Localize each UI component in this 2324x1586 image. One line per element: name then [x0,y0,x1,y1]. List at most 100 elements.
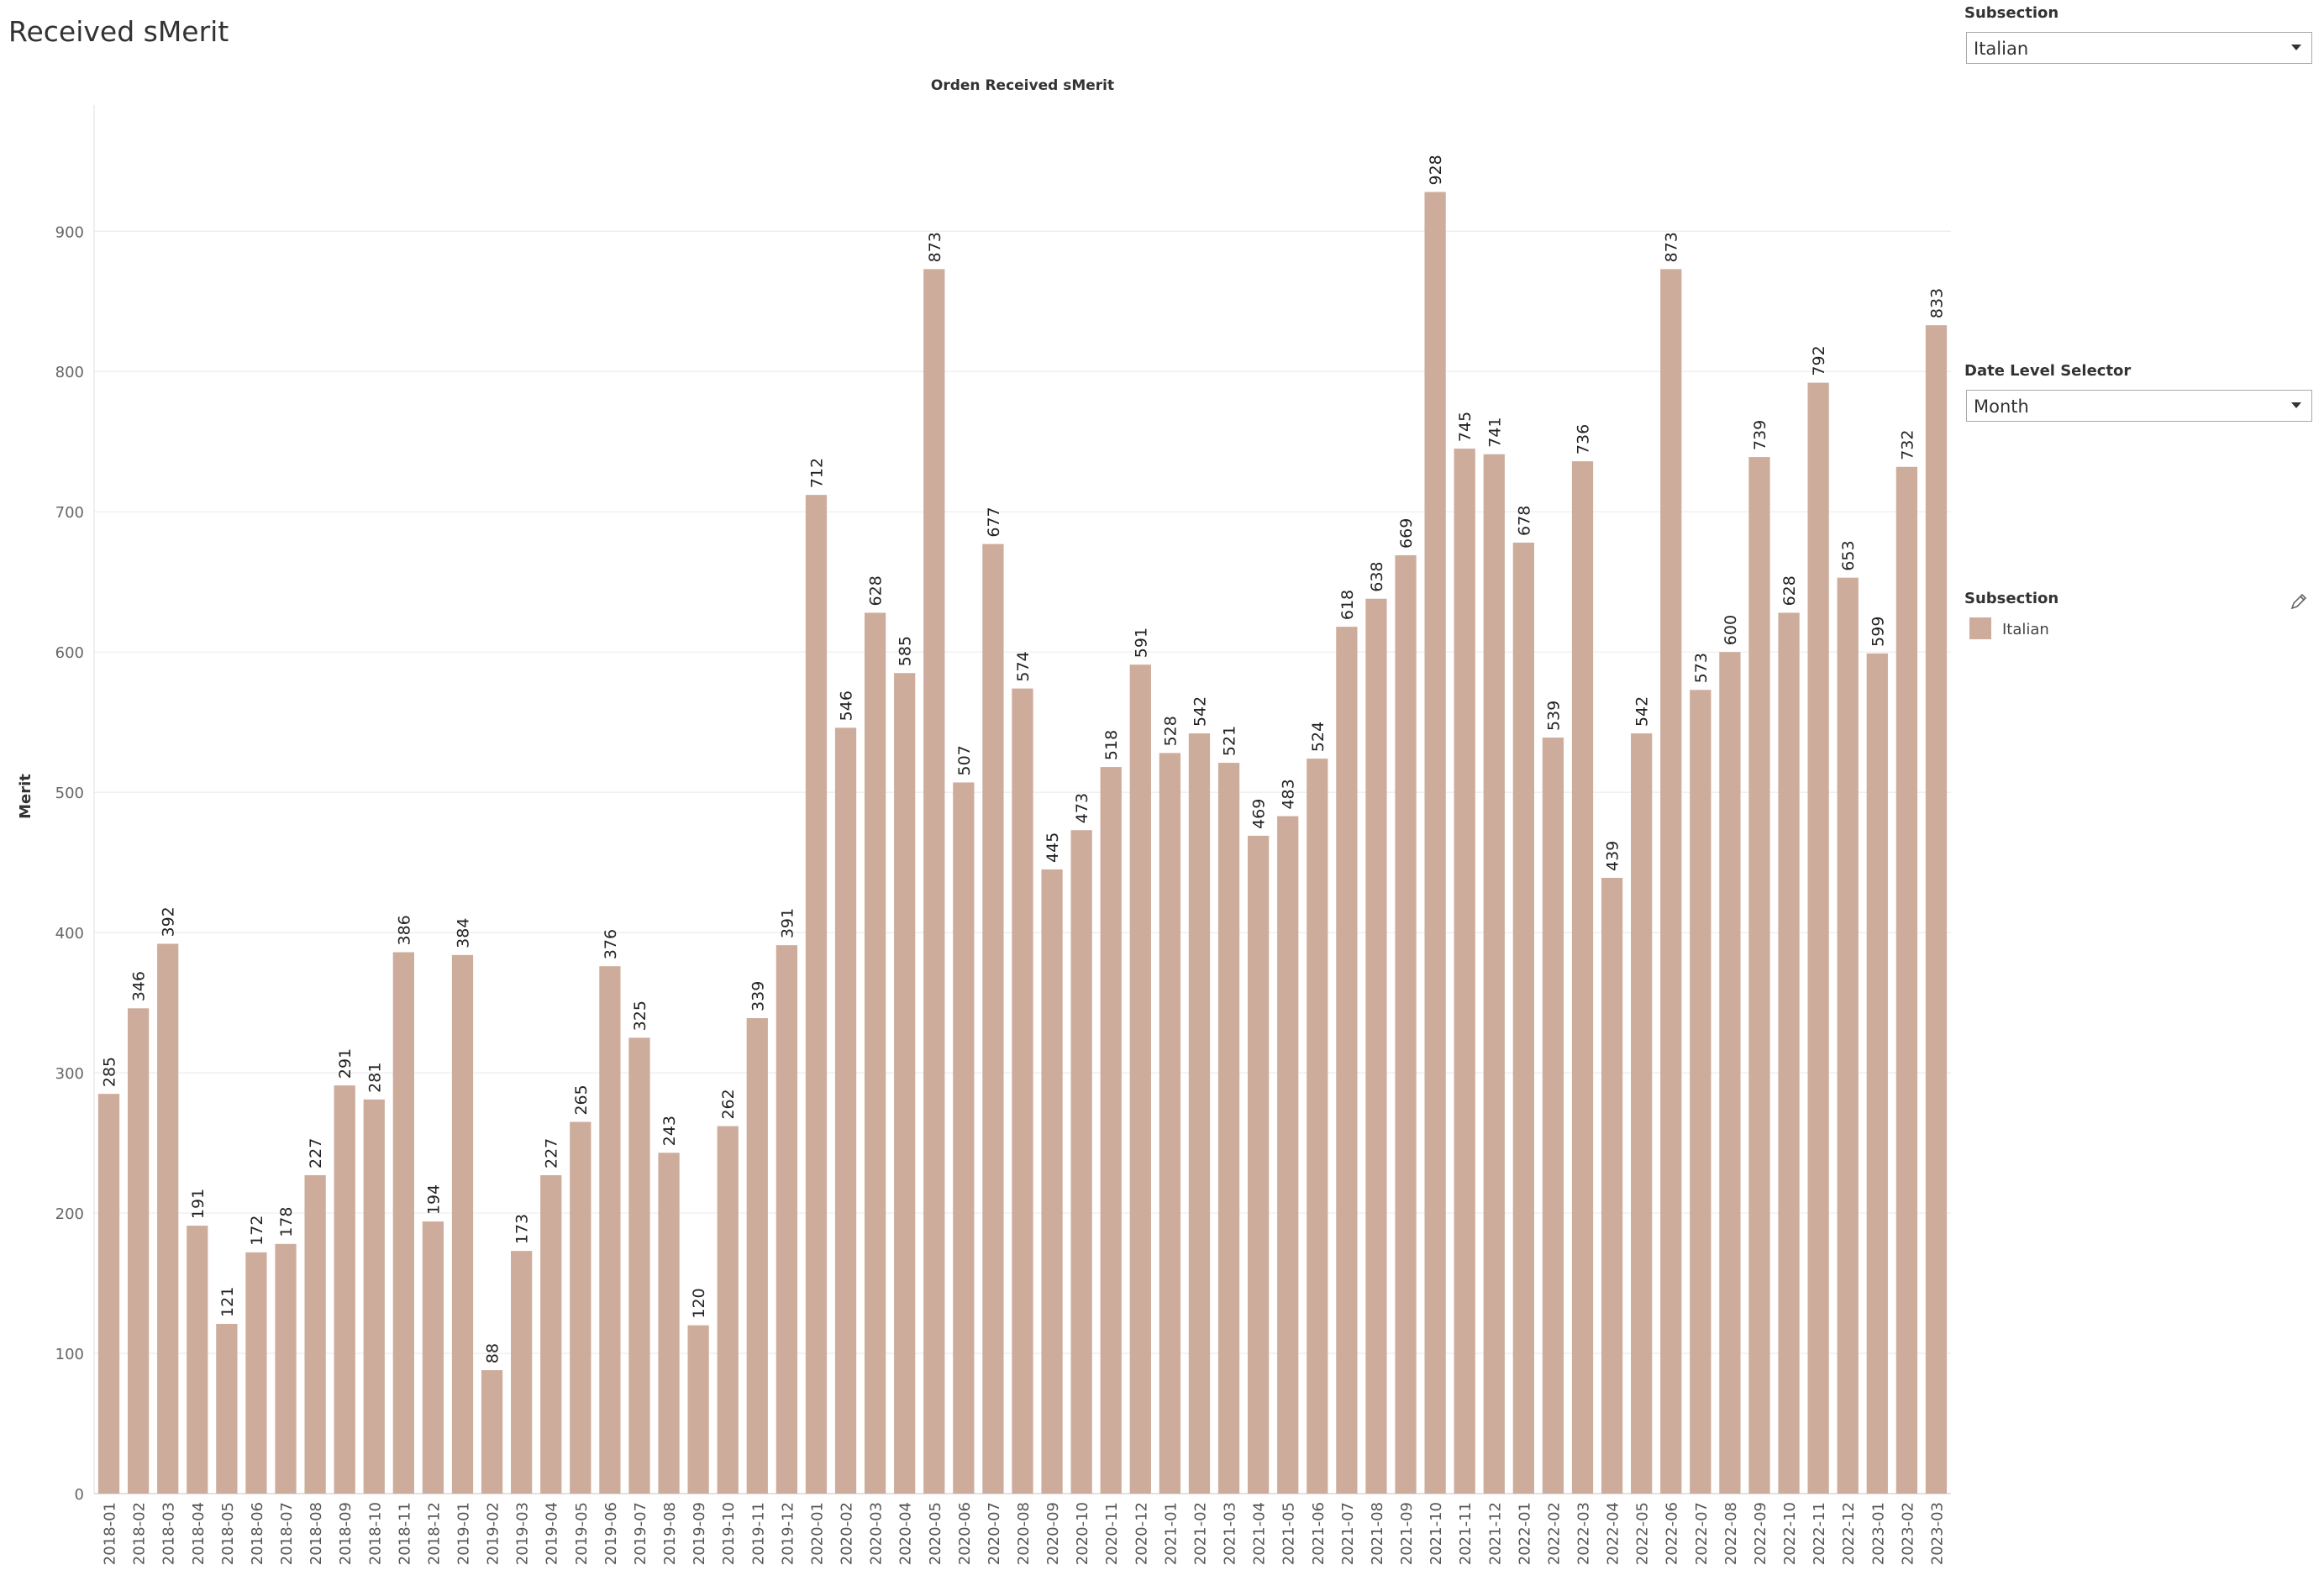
bar [1159,753,1181,1494]
bar [1129,664,1151,1494]
bar [717,1126,739,1494]
bar [1100,767,1122,1494]
data-label: 678 [1515,506,1533,536]
y-tick-label: 300 [55,1065,84,1083]
x-tick-label: 2019-05 [573,1502,591,1565]
data-label: 281 [365,1063,384,1093]
bar [658,1153,680,1494]
data-label: 542 [1191,696,1209,727]
bar [1895,466,1918,1494]
data-label: 521 [1221,726,1239,756]
data-label: 638 [1368,561,1386,591]
x-tick-label: 2018-01 [102,1502,119,1565]
x-tick-label: 2021-08 [1369,1502,1386,1565]
x-tick-label: 2021-02 [1191,1502,1209,1565]
data-label: 469 [1250,799,1269,829]
data-label: 262 [719,1089,738,1119]
x-tick-label: 2022-04 [1605,1502,1622,1565]
x-tick-label: 2021-12 [1486,1502,1504,1565]
data-label: 591 [1132,628,1150,658]
data-label: 507 [955,745,974,775]
data-label: 265 [572,1084,591,1115]
data-label: 628 [867,575,886,606]
bar [1248,835,1270,1494]
bar [776,945,797,1494]
x-tick-label: 2019-04 [544,1502,561,1565]
bar [894,673,916,1494]
x-tick-label: 2019-10 [720,1502,738,1565]
y-tick-label: 200 [55,1205,84,1223]
data-label: 172 [248,1216,266,1246]
bar [157,943,179,1494]
bar [304,1174,326,1494]
y-tick-label: 400 [55,925,84,943]
data-label: 739 [1751,420,1769,450]
x-tick-label: 2019-01 [455,1502,472,1565]
data-label: 173 [513,1214,532,1244]
x-tick-label: 2020-07 [986,1502,1003,1565]
bar [1660,269,1682,1494]
x-tick-label: 2020-12 [1133,1502,1150,1565]
data-label: 732 [1898,430,1917,460]
pencil-icon[interactable] [2289,591,2309,612]
data-label: 928 [1427,155,1445,185]
data-label: 439 [1604,841,1622,871]
data-label: 873 [1663,232,1681,262]
x-tick-label: 2018-10 [366,1502,384,1565]
data-label: 191 [189,1189,208,1219]
x-tick-label: 2021-09 [1398,1502,1416,1565]
data-label: 178 [277,1207,296,1237]
bar [1542,738,1564,1494]
bar [451,954,474,1494]
bar [127,1008,150,1494]
data-label: 120 [690,1288,708,1318]
data-label: 243 [660,1116,679,1146]
data-label: 741 [1485,417,1504,447]
bar [1837,577,1859,1494]
bar [481,1370,503,1494]
data-label: 445 [1044,832,1062,863]
date-level-dropdown[interactable]: Month [1966,390,2312,422]
bars [97,192,1948,1494]
x-tick-label: 2021-01 [1162,1502,1180,1565]
data-label: 518 [1102,730,1121,760]
bar [1365,598,1387,1494]
x-tick-label: 2020-06 [956,1502,974,1565]
chevron-down-icon [2291,402,2301,408]
y-tick-label: 100 [55,1346,84,1363]
x-tick-label: 2019-08 [661,1502,679,1565]
data-label: 384 [454,918,472,948]
data-label: 386 [395,915,413,945]
bar [1424,192,1446,1494]
x-tick-label: 2023-01 [1869,1502,1887,1565]
legend-swatch-italian [1969,617,1991,639]
bar [216,1323,238,1494]
bar [1012,688,1033,1494]
x-tick-label: 2020-11 [1103,1502,1121,1565]
bar [275,1243,297,1494]
bar [1395,554,1417,1494]
data-label: 285 [101,1057,119,1087]
legend-item-italian[interactable]: Italian [2002,621,2049,638]
data-label: 346 [130,971,149,1001]
x-tick-label: 2022-11 [1811,1502,1828,1565]
page-title: Received sMerit [8,15,229,48]
x-tick-label: 2018-11 [396,1502,413,1565]
bar [1041,869,1063,1494]
x-tick-label: 2019-07 [632,1502,649,1565]
x-tick-label: 2020-01 [808,1502,826,1565]
x-tick-label: 2018-08 [308,1502,325,1565]
bar [570,1121,592,1494]
subsection-dropdown[interactable]: Italian [1966,32,2312,64]
x-tick-label: 2022-02 [1545,1502,1563,1565]
bar [864,612,886,1494]
data-label: 792 [1810,345,1828,375]
bar [982,544,1004,1494]
data-label: 524 [1309,722,1328,752]
data-label: 227 [307,1138,325,1168]
data-label: 599 [1869,617,1887,647]
y-tick-label: 900 [55,223,84,241]
x-tick-label: 2020-09 [1044,1502,1062,1565]
bar [187,1226,208,1494]
